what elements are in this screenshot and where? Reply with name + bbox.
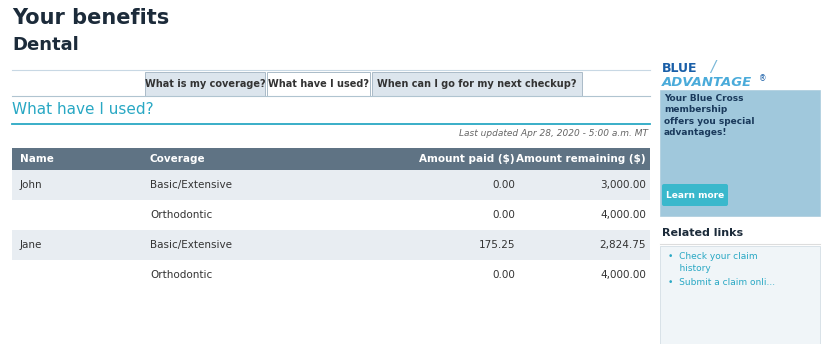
Text: Your Blue Cross
membership
offers you special
advantages!: Your Blue Cross membership offers you sp… — [664, 94, 755, 137]
Bar — [372, 72, 582, 96]
Text: 0.00: 0.00 — [492, 180, 515, 190]
Text: 0.00: 0.00 — [492, 270, 515, 280]
Text: Orthodontic: Orthodontic — [150, 270, 213, 280]
Text: 175.25: 175.25 — [479, 240, 515, 250]
Text: Amount remaining ($): Amount remaining ($) — [517, 154, 646, 164]
Text: Name: Name — [20, 154, 54, 164]
Text: 4,000.00: 4,000.00 — [600, 270, 646, 280]
Text: What is my coverage?: What is my coverage? — [145, 79, 265, 89]
Text: Your benefits: Your benefits — [12, 8, 169, 28]
Bar — [267, 72, 370, 96]
Text: Dental: Dental — [12, 36, 79, 54]
Text: Amount paid ($): Amount paid ($) — [419, 154, 515, 164]
Text: ®: ® — [759, 74, 766, 83]
Text: John: John — [20, 180, 43, 190]
Text: 0.00: 0.00 — [492, 210, 515, 220]
Text: •  Check your claim
    history: • Check your claim history — [668, 252, 757, 273]
Text: Last updated Apr 28, 2020 - 5:00 a.m. MT: Last updated Apr 28, 2020 - 5:00 a.m. MT — [459, 129, 648, 138]
Text: 4,000.00: 4,000.00 — [600, 210, 646, 220]
Text: ADVANTAGE: ADVANTAGE — [662, 76, 752, 89]
Text: 3,000.00: 3,000.00 — [600, 180, 646, 190]
Text: Coverage: Coverage — [150, 154, 206, 164]
Bar — [660, 90, 820, 216]
Text: What have I used?: What have I used? — [268, 79, 369, 89]
Text: /: / — [710, 60, 715, 75]
Text: 2,824.75: 2,824.75 — [600, 240, 646, 250]
Text: Related links: Related links — [662, 228, 743, 238]
Text: Orthodontic: Orthodontic — [150, 210, 213, 220]
Text: What have I used?: What have I used? — [12, 102, 153, 117]
Text: Learn more: Learn more — [666, 191, 724, 200]
Bar — [12, 148, 650, 170]
Text: BLUE: BLUE — [662, 62, 697, 75]
Bar — [12, 230, 650, 260]
Text: When can I go for my next checkup?: When can I go for my next checkup? — [377, 79, 577, 89]
Bar — [145, 72, 265, 96]
Text: Jane: Jane — [20, 240, 42, 250]
Bar — [12, 170, 650, 200]
Bar — [12, 200, 650, 230]
FancyBboxPatch shape — [662, 184, 728, 206]
Text: •  Submit a claim onli...: • Submit a claim onli... — [668, 278, 775, 287]
Text: Basic/Extensive: Basic/Extensive — [150, 240, 232, 250]
Bar — [660, 246, 820, 344]
Text: Basic/Extensive: Basic/Extensive — [150, 180, 232, 190]
Bar — [12, 260, 650, 290]
